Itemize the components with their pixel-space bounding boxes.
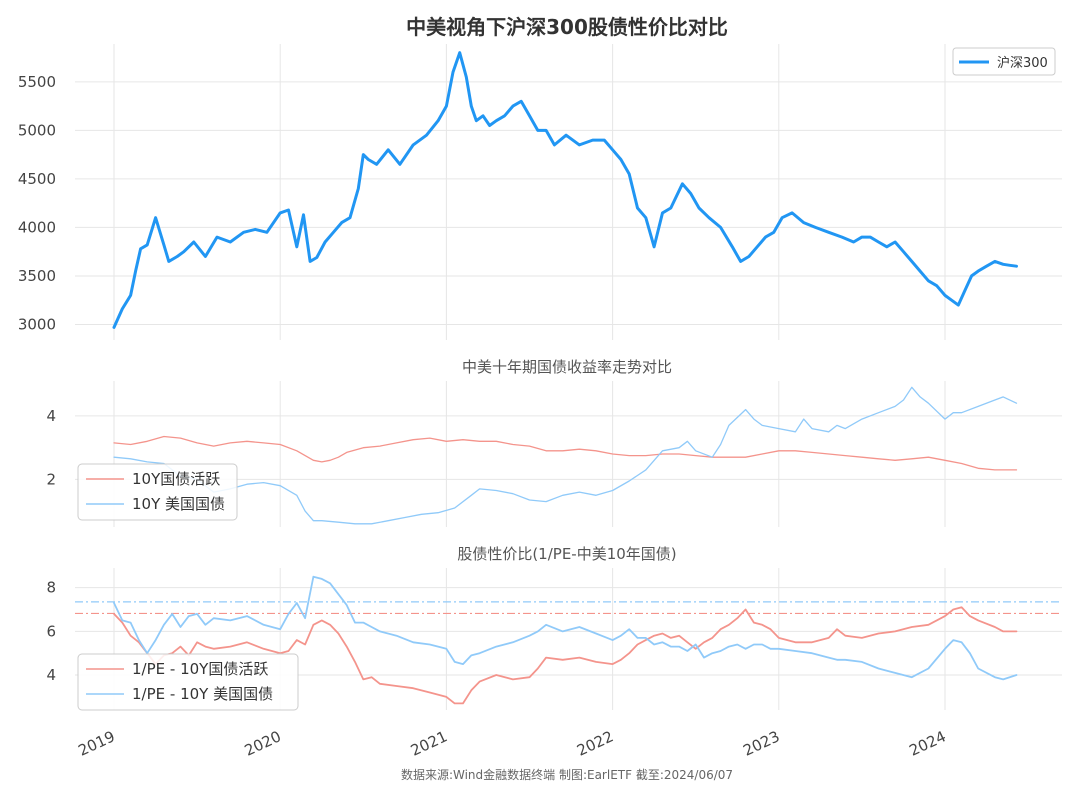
y-tick-label: 4 xyxy=(46,666,56,684)
y-tick-label: 8 xyxy=(46,579,56,597)
y-tick-label: 6 xyxy=(46,622,56,640)
legend-layer: 沪深300 10Y国债活跃 10Y 美国国债 1/PE - 10Y国债活跃 1/PE -… xyxy=(77,47,1056,711)
x-tick-label: 2020 xyxy=(242,727,284,759)
bottom-chart-title: 股债性价比(1/PE-中美10年国债) xyxy=(457,545,676,563)
series-line xyxy=(113,386,1018,525)
x-tick-label: 2019 xyxy=(75,727,117,759)
legend-box xyxy=(952,47,1056,76)
x-tick-label: 2024 xyxy=(906,727,948,759)
middle-chart-title: 中美十年期国债收益率走势对比 xyxy=(462,358,672,376)
x-tick-label: 2022 xyxy=(574,727,616,759)
footer-source: 数据来源:Wind金融数据终端 制图:EarlETF 截至:2024/06/07 xyxy=(401,767,733,782)
series-line xyxy=(113,606,1018,705)
main-title: 中美视角下沪深300股债性价比对比 xyxy=(406,15,728,39)
y-tick-label: 4000 xyxy=(18,218,56,236)
legend-label: 10Y 美国国债 xyxy=(132,495,225,513)
y-tick-label: 3000 xyxy=(18,315,56,333)
series-line xyxy=(113,575,1018,681)
y-tick-label: 4 xyxy=(46,407,56,425)
y-tick-label: 3500 xyxy=(18,267,56,285)
legend-label: 1/PE - 10Y 美国国债 xyxy=(132,685,273,703)
text-layer: 中美视角下沪深300股债性价比对比 中美十年期国债收益率走势对比 股债性价比(1… xyxy=(401,15,733,782)
grid-layer xyxy=(75,44,1062,710)
y-tick-label: 4500 xyxy=(18,170,56,188)
legend-label: 10Y国债活跃 xyxy=(132,470,220,488)
series-line xyxy=(113,435,1018,471)
series-line xyxy=(112,51,1018,329)
y-tick-label: 2 xyxy=(46,470,56,488)
legend-box xyxy=(77,463,238,521)
legend-label: 1/PE - 10Y国债活跃 xyxy=(132,660,268,678)
legend-label: 沪深300 xyxy=(997,55,1048,71)
x-tick-label: 2023 xyxy=(740,727,782,759)
series-layer xyxy=(75,51,1062,705)
y-tick-label: 5500 xyxy=(18,73,56,91)
x-tick-label: 2021 xyxy=(408,727,450,759)
y-tick-label: 5000 xyxy=(18,121,56,139)
legend-box xyxy=(77,653,299,711)
